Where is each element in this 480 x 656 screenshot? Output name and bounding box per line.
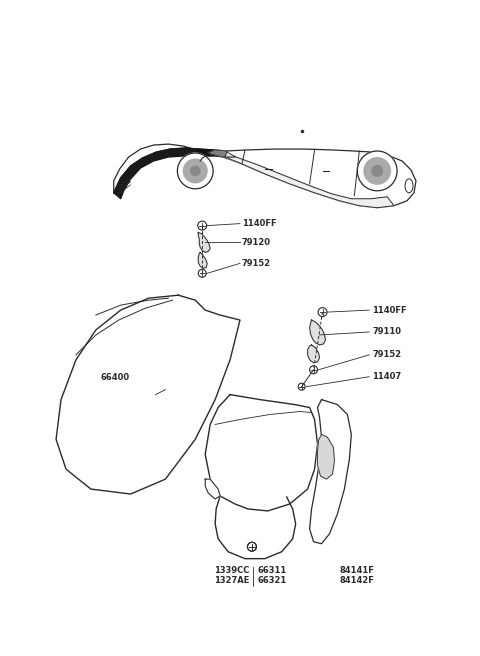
Text: 1140FF: 1140FF bbox=[372, 306, 407, 315]
Polygon shape bbox=[56, 295, 240, 494]
Text: 84142F: 84142F bbox=[339, 576, 374, 585]
Polygon shape bbox=[205, 395, 318, 511]
Circle shape bbox=[190, 165, 201, 176]
Text: 79152: 79152 bbox=[372, 350, 401, 359]
Polygon shape bbox=[114, 148, 196, 199]
Polygon shape bbox=[318, 434, 335, 479]
Text: 1339CC: 1339CC bbox=[214, 566, 250, 575]
Text: 66400: 66400 bbox=[101, 373, 130, 382]
Polygon shape bbox=[310, 320, 325, 345]
Polygon shape bbox=[205, 479, 220, 499]
Circle shape bbox=[363, 157, 391, 185]
Polygon shape bbox=[198, 233, 210, 253]
Polygon shape bbox=[208, 150, 236, 157]
Circle shape bbox=[371, 165, 383, 177]
Text: 66311: 66311 bbox=[258, 566, 287, 575]
Text: 79110: 79110 bbox=[372, 327, 401, 337]
Circle shape bbox=[178, 153, 213, 189]
Polygon shape bbox=[310, 400, 351, 544]
Circle shape bbox=[357, 151, 397, 191]
Text: 84141F: 84141F bbox=[339, 566, 374, 575]
Text: 66321: 66321 bbox=[258, 576, 287, 585]
Text: 11407: 11407 bbox=[372, 372, 401, 381]
Polygon shape bbox=[198, 253, 207, 268]
Circle shape bbox=[183, 158, 208, 184]
Text: 79152: 79152 bbox=[242, 259, 271, 268]
Text: 1327AE: 1327AE bbox=[214, 576, 250, 585]
Polygon shape bbox=[196, 149, 225, 157]
Polygon shape bbox=[308, 345, 320, 363]
Text: 79120: 79120 bbox=[242, 238, 271, 247]
Polygon shape bbox=[225, 157, 394, 208]
Polygon shape bbox=[114, 144, 416, 208]
Text: 1140FF: 1140FF bbox=[242, 219, 276, 228]
